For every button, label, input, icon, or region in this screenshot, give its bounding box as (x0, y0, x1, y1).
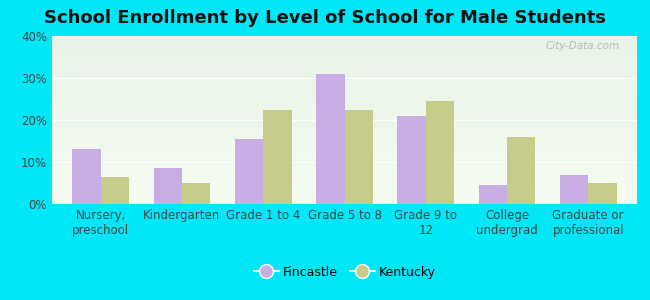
Bar (588, 183, 617, 204)
Bar (72, 149, 101, 204)
Bar (182, 183, 211, 204)
Bar (478, 185, 507, 204)
Bar (316, 74, 344, 204)
Legend: Fincastle, Kentucky: Fincastle, Kentucky (248, 261, 441, 284)
Bar (263, 110, 292, 204)
Bar (153, 168, 182, 204)
Bar (235, 139, 263, 204)
Bar (344, 110, 373, 204)
Bar (507, 137, 536, 204)
Bar (426, 101, 454, 204)
Text: City-Data.com: City-Data.com (545, 41, 619, 51)
Text: School Enrollment by Level of School for Male Students: School Enrollment by Level of School for… (44, 9, 606, 27)
Bar (397, 116, 426, 204)
Bar (560, 175, 588, 204)
Bar (101, 177, 129, 204)
